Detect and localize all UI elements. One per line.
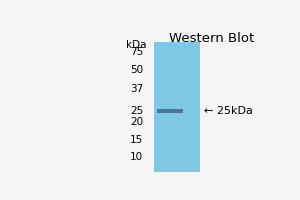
Text: 15: 15: [130, 135, 143, 145]
Text: 75: 75: [130, 47, 143, 57]
Text: kDa: kDa: [126, 40, 147, 50]
Bar: [154, 42, 200, 172]
Text: 50: 50: [130, 65, 143, 75]
Text: 10: 10: [130, 152, 143, 162]
Text: 25: 25: [130, 106, 143, 116]
Text: ← 25kDa: ← 25kDa: [204, 106, 253, 116]
Text: Western Blot: Western Blot: [169, 32, 254, 45]
Text: 20: 20: [130, 117, 143, 127]
Text: 37: 37: [130, 84, 143, 94]
Bar: [157, 109, 183, 113]
